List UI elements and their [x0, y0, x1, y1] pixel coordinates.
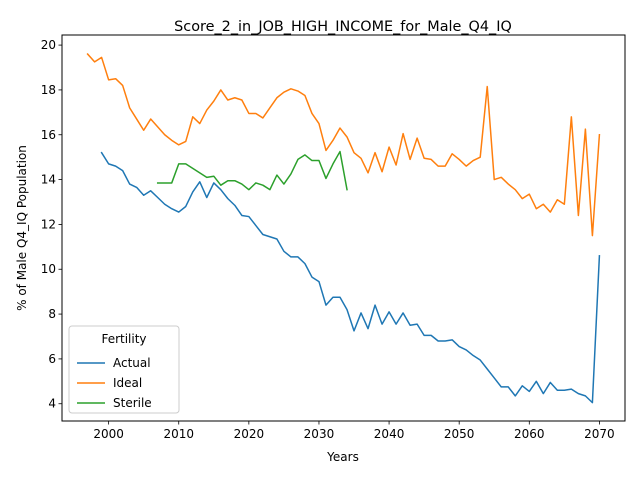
x-axis-label: Years	[326, 450, 359, 464]
y-axis-ticks: 4 6 8 10 12 14 16 18 20	[41, 38, 62, 411]
legend-entries: Actual Ideal Sterile	[77, 356, 152, 410]
x-tick-label: 2070	[584, 427, 615, 441]
x-tick-label: 2030	[304, 427, 335, 441]
y-tick-label: 16	[41, 128, 56, 142]
legend: Fertility Actual Ideal Sterile	[68, 325, 180, 414]
series-layer	[86, 52, 601, 404]
y-tick-label: 6	[48, 352, 56, 366]
legend-title: Fertility	[101, 332, 146, 346]
x-tick-label: 2020	[234, 427, 265, 441]
y-tick-label: 8	[48, 307, 56, 321]
series-line-sterile	[156, 150, 348, 191]
legend-label-sterile: Sterile	[113, 396, 152, 410]
x-axis-ticks: 2000 2010 2020 2030 2040 2050 2060 2070	[93, 421, 615, 441]
plot-area-frame	[61, 34, 626, 422]
x-tick-label: 2000	[93, 427, 124, 441]
y-axis-label: % of Male Q4_IQ Population	[15, 145, 29, 311]
series-line-actual	[100, 151, 601, 404]
legend-label-ideal: Ideal	[113, 376, 142, 390]
chart-title: Score_2_in_JOB_HIGH_INCOME_for_Male_Q4_I…	[174, 19, 512, 35]
x-tick-label: 2040	[374, 427, 405, 441]
legend-label-actual: Actual	[113, 356, 151, 370]
y-tick-label: 10	[41, 262, 56, 276]
y-tick-label: 14	[41, 173, 56, 187]
legend-box	[68, 325, 180, 414]
y-tick-label: 4	[48, 397, 56, 411]
series-line-ideal	[86, 52, 601, 237]
y-tick-label: 20	[41, 38, 56, 52]
y-tick-label: 18	[41, 83, 56, 97]
x-tick-label: 2060	[514, 427, 545, 441]
y-tick-label: 12	[41, 217, 56, 231]
x-tick-label: 2010	[163, 427, 194, 441]
x-tick-label: 2050	[444, 427, 475, 441]
